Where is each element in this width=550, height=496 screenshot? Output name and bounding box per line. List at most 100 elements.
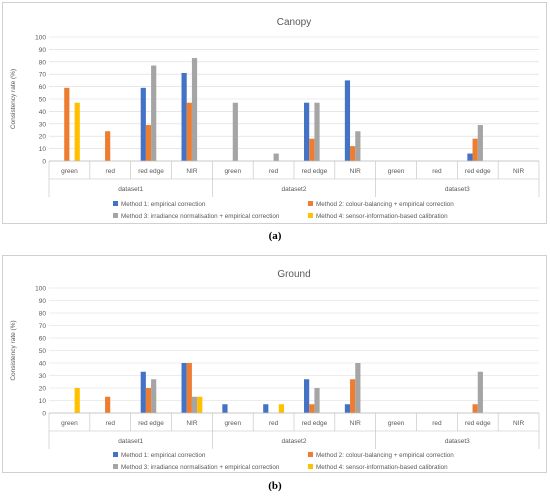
bar-2 (64, 87, 70, 161)
bar-2 (350, 379, 356, 413)
x-tick-label: red edge (302, 420, 328, 427)
y-tick-label: 100 (35, 35, 46, 42)
x-tick-label: red (269, 168, 279, 175)
x-tick-label: NIR (350, 420, 362, 427)
ground-chart-panel: Ground 0 10 20 30 40 50 60 70 80 90 100 Consistency … (2, 255, 547, 473)
legend-swatch (113, 213, 118, 218)
legend-swatch (308, 213, 313, 218)
x-tick-label: green (388, 420, 405, 427)
y-tick-label: 80 (39, 311, 47, 318)
y-tick-label: 10 (39, 398, 47, 405)
bar-2 (105, 131, 111, 161)
bar-1 (304, 379, 310, 413)
group-label: dataset1 (118, 438, 143, 445)
bar-3 (477, 125, 483, 161)
y-tick-label: 50 (39, 97, 47, 104)
legend-entry: Method 1: empirical correction (121, 452, 206, 459)
y-tick-label: 70 (39, 323, 47, 330)
y-tick-label: 0 (42, 411, 46, 418)
group-label: dataset2 (282, 438, 307, 445)
bar-1 (140, 87, 146, 161)
bar-4 (74, 102, 80, 161)
canopy-chart: Canopy 0 10 20 30 40 50 60 70 80 90 100 Consistency … (10, 17, 540, 220)
bar-3 (314, 388, 320, 413)
bar-1 (222, 404, 228, 413)
bar-2 (350, 146, 356, 161)
legend-entry: Method 3: irradiance normalisation + emp… (121, 213, 280, 220)
y-axis-label: Consistency rate (%) (10, 320, 17, 380)
x-tick-label: red edge (302, 168, 328, 175)
x-tick-label: red (432, 420, 442, 427)
bar-4 (74, 388, 80, 413)
bar-3 (191, 396, 198, 413)
group-label: dataset3 (445, 438, 470, 445)
legend-swatch (113, 201, 118, 206)
group-label: dataset1 (118, 186, 143, 193)
bar-3 (273, 153, 279, 161)
y-tick-label: 40 (39, 109, 47, 116)
legend-entry: Method 3: irradiance normalisation + emp… (121, 464, 280, 471)
bar-2 (186, 102, 192, 161)
legend-entry: Method 2: colour-balancing + empirical c… (316, 201, 454, 208)
bar-2 (145, 125, 152, 161)
bar-2 (105, 396, 111, 413)
chart-title: Ground (277, 269, 310, 280)
bar-4 (197, 396, 203, 413)
bar-1 (344, 404, 351, 413)
bar-1 (304, 102, 310, 161)
y-tick-label: 60 (39, 336, 47, 343)
bar-3 (151, 379, 157, 413)
x-tick-label: red (106, 168, 116, 175)
y-tick-label: 0 (42, 159, 46, 166)
x-tick-label: NIR (513, 420, 525, 427)
bar-2 (309, 404, 315, 413)
canopy-chart-panel: Canopy 0 10 20 30 40 50 60 70 80 90 100 Consistency … (2, 2, 547, 224)
x-tick-label: red edge (465, 420, 491, 427)
x-tick-label: NIR (350, 168, 362, 175)
bar-3 (477, 371, 483, 413)
bar-3 (314, 102, 320, 161)
legend-entry: Method 1: empirical correction (121, 201, 206, 208)
x-tick-label: red (269, 420, 279, 427)
x-tick-label: NIR (186, 420, 198, 427)
legend-swatch (113, 464, 118, 469)
x-tick-label: NIR (513, 168, 525, 175)
y-tick-label: 30 (39, 121, 47, 128)
bar-3 (232, 102, 238, 161)
bar-3 (355, 131, 361, 161)
bar-1 (263, 404, 269, 413)
ground-chart: Ground 0 10 20 30 40 50 60 70 80 90 100 Consistency … (10, 269, 540, 471)
bar-1 (344, 80, 351, 161)
bar-3 (151, 65, 157, 161)
x-tick-label: green (224, 168, 241, 175)
bar-2 (186, 363, 192, 413)
panel-label-a: (a) (268, 230, 282, 242)
y-tick-label: 10 (39, 146, 47, 153)
y-tick-label: 30 (39, 373, 47, 380)
legend-swatch (308, 201, 313, 206)
x-tick-label: green (61, 168, 78, 175)
y-axis-label: Consistency rate (%) (10, 69, 17, 129)
bar-3 (191, 58, 198, 161)
legend-entry: Method 2: colour-balancing + empirical c… (316, 452, 454, 459)
y-tick-label: 90 (39, 47, 47, 54)
x-tick-label: red edge (138, 420, 164, 427)
y-tick-label: 60 (39, 84, 47, 91)
legend-entry: Method 4: sensor-information-based calib… (316, 464, 448, 471)
group-label: dataset2 (282, 186, 307, 193)
bar-2 (145, 388, 152, 413)
y-tick-label: 20 (39, 134, 47, 141)
chart-title: Canopy (277, 17, 311, 28)
x-tick-label: red edge (138, 168, 164, 175)
y-tick-label: 20 (39, 386, 47, 393)
panel-label-b: (b) (268, 480, 282, 492)
x-tick-label: red (432, 168, 442, 175)
bar-3 (355, 363, 361, 413)
bar-2 (472, 404, 478, 413)
bar-1 (181, 363, 187, 413)
x-tick-label: red (106, 420, 116, 427)
bar-1 (467, 153, 473, 161)
bar-2 (472, 138, 478, 161)
y-tick-label: 40 (39, 361, 47, 368)
y-tick-label: 90 (39, 298, 47, 305)
